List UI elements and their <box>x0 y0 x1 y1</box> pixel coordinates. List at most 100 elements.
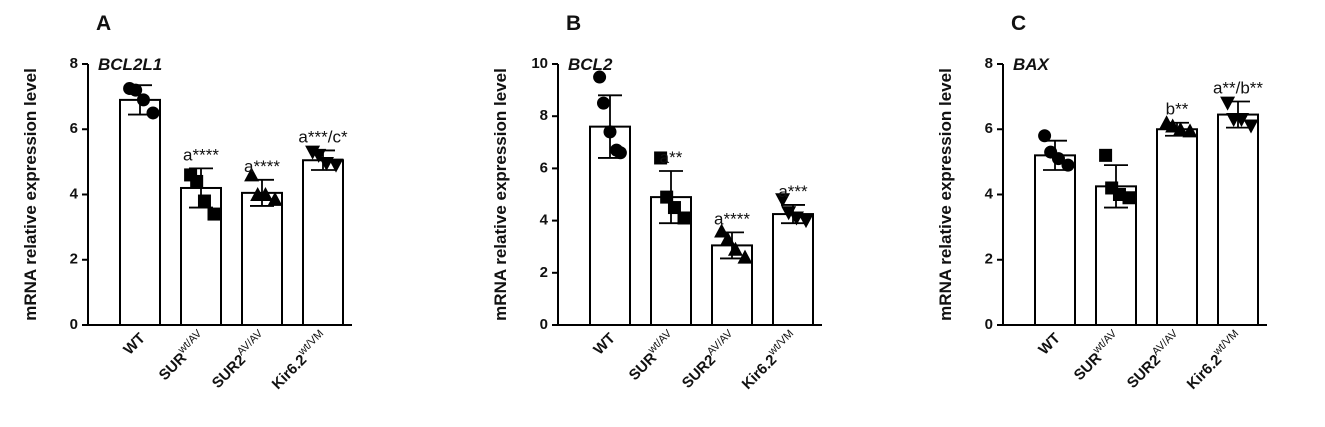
y-tick-label: 8 <box>540 107 548 124</box>
y-tick-label: 4 <box>540 212 549 229</box>
data-point <box>146 106 160 120</box>
y-tick-label: 4 <box>70 185 79 202</box>
x-tick-label: SUR2AV/AV <box>677 327 742 392</box>
data-point <box>244 167 260 182</box>
data-point <box>727 241 743 256</box>
y-tick-label: 0 <box>70 316 78 333</box>
y-tick-label: 2 <box>985 251 993 268</box>
data-point <box>798 214 814 229</box>
data-point <box>257 187 273 201</box>
data-point <box>677 211 691 225</box>
data-point <box>613 146 627 160</box>
data-point <box>714 223 730 238</box>
annotation: a**** <box>714 209 750 228</box>
x-tick-label: Kir6.2wt/VM <box>267 328 332 393</box>
x-tick-label: SURwt/AV <box>1069 327 1126 384</box>
x-tick-label: Kir6.2wt/VM <box>1182 328 1247 393</box>
category-name: WT <box>120 330 149 359</box>
annotation: a**/b** <box>1213 79 1263 98</box>
y-tick-label: 6 <box>70 120 78 137</box>
data-point <box>1038 129 1052 143</box>
data-point <box>1099 148 1113 162</box>
x-tick-label: SURwt/AV <box>154 327 211 384</box>
data-point <box>737 249 753 264</box>
bar <box>1034 154 1076 326</box>
x-tick-label: Kir6.2wt/VM <box>737 328 802 393</box>
chart-title: BCL2 <box>568 55 613 74</box>
data-point <box>129 83 143 97</box>
chart-title: BAX <box>1013 55 1051 74</box>
category-superscript: AV/AV <box>235 327 266 358</box>
annotation: a** <box>660 148 683 167</box>
y-tick-label: 2 <box>70 251 78 268</box>
bar <box>302 159 344 326</box>
y-tick-label: 0 <box>540 316 548 333</box>
y-tick-label: 8 <box>70 55 78 72</box>
data-point <box>1220 96 1236 111</box>
data-point <box>1172 121 1188 136</box>
y-tick-label: 2 <box>540 264 548 281</box>
category-name: WT <box>1035 330 1064 359</box>
data-point <box>667 201 681 215</box>
data-point <box>1061 158 1075 172</box>
annotation: a***/c* <box>298 127 348 146</box>
category-superscript: wt/AV <box>645 327 674 356</box>
bar <box>772 213 814 326</box>
data-point <box>775 193 791 208</box>
bar <box>589 125 631 326</box>
bar <box>1156 128 1198 326</box>
data-point <box>311 148 327 163</box>
x-tick-label: WT <box>1035 330 1064 359</box>
y-axis-label: mRNA relative expression level <box>936 68 955 321</box>
data-point <box>197 194 211 208</box>
x-tick-label: SUR2AV/AV <box>1122 327 1187 392</box>
annotation: a**** <box>244 157 280 176</box>
category-superscript: wt/AV <box>175 327 204 356</box>
data-point <box>720 231 736 246</box>
data-point <box>1233 112 1249 127</box>
data-point <box>660 190 674 204</box>
panel-label: C <box>1011 12 1026 35</box>
annotation: a**** <box>183 145 219 164</box>
y-axis-label: mRNA relative expression level <box>21 68 40 321</box>
data-point <box>267 191 283 206</box>
y-axis-label: mRNA relative expression level <box>491 68 510 321</box>
data-point <box>593 70 607 84</box>
y-tick-label: 6 <box>985 120 993 137</box>
data-point <box>654 151 668 165</box>
data-point <box>328 158 344 173</box>
data-point <box>207 207 221 221</box>
data-point <box>1182 123 1198 138</box>
bar <box>241 191 283 326</box>
data-point <box>1165 118 1181 133</box>
category-superscript: wt/VM <box>1210 328 1241 359</box>
data-point <box>1051 152 1065 166</box>
data-point <box>190 174 204 188</box>
category-superscript: wt/VM <box>765 328 796 359</box>
data-point <box>1122 191 1136 205</box>
data-point <box>781 206 797 221</box>
data-point <box>597 96 610 110</box>
y-tick-label: 0 <box>985 316 993 333</box>
annotation: b** <box>1166 100 1189 119</box>
category-superscript: wt/AV <box>1090 327 1119 356</box>
category-name: WT <box>590 330 619 359</box>
chart-title: BCL2L1 <box>98 55 162 74</box>
data-point <box>1243 119 1259 134</box>
x-tick-label: SUR2AV/AV <box>207 327 272 392</box>
x-tick-label: SURwt/AV <box>624 327 681 384</box>
category-superscript: wt/VM <box>295 328 326 359</box>
y-tick-label: 6 <box>540 159 548 176</box>
bar <box>1217 113 1259 326</box>
panel-label: B <box>566 12 581 35</box>
y-tick-label: 10 <box>531 55 548 72</box>
annotation: a*** <box>778 182 808 201</box>
panel-label: A <box>96 12 111 35</box>
x-tick-label: WT <box>590 330 619 359</box>
data-point <box>136 93 150 107</box>
y-tick-label: 4 <box>985 185 994 202</box>
y-tick-label: 8 <box>985 55 993 72</box>
x-tick-label: WT <box>120 330 149 359</box>
data-point <box>603 125 617 139</box>
